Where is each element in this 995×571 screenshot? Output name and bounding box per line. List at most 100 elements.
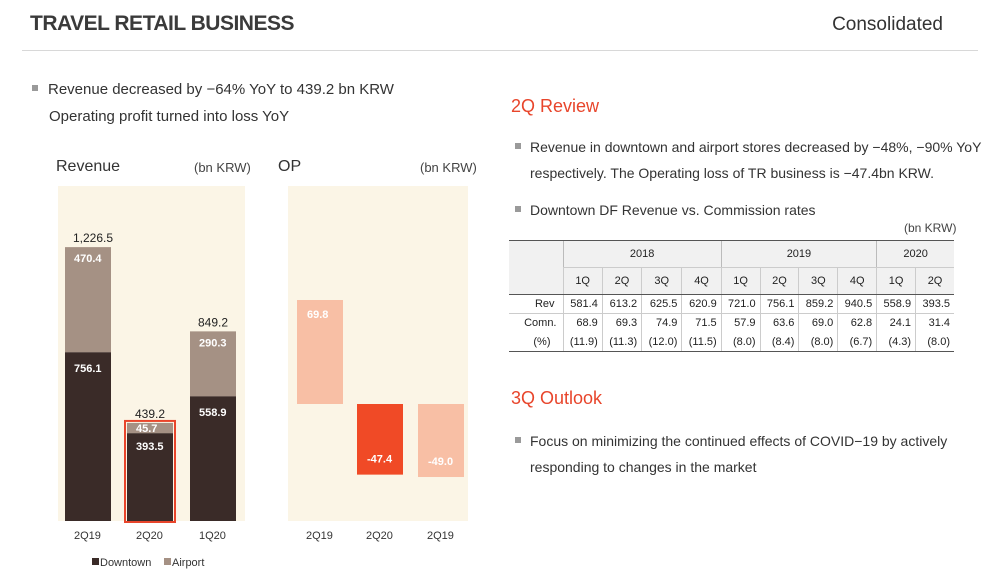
table-cell-rev: 625.5	[641, 294, 682, 314]
table-row: Rev 581.4 613.2 625.5 620.9 721.0 756.1 859.2 9…	[509, 294, 954, 314]
table-cell-comn: 69.3	[601, 313, 642, 333]
table-cell-comn: 62.8	[837, 313, 877, 333]
table-cell-rev: 393.5	[915, 294, 954, 314]
total-value-label: 439.2	[135, 407, 165, 421]
airport-value-label: 45.7	[136, 423, 157, 435]
table-cell-comn: 69.0	[798, 313, 838, 333]
x-tick-label: 2Q19	[306, 530, 333, 542]
review-bullet-1: Revenue in downtown and airport stores d…	[515, 134, 981, 186]
x-tick-label: 2Q19	[427, 530, 454, 542]
revenue-chart-title: Revenue	[56, 158, 121, 175]
total-value-label: 849.2	[198, 315, 228, 329]
outlook-heading: 3Q Outlook	[511, 388, 603, 408]
table-row: (%) (11.9) (11.3) (12.0) (11.5) (8.0) (8.4) (8…	[509, 332, 954, 352]
row-label-rev: Rev	[509, 294, 563, 314]
table-cell-pct: (8.0)	[915, 332, 954, 352]
outlook-line-2: responding to changes in the market	[530, 459, 757, 475]
outlook-line-1: Focus on minimizing the continued effect…	[530, 433, 948, 449]
review-bullet-1-line-1: Revenue in downtown and airport stores d…	[530, 139, 982, 155]
table-cell-comn: 63.6	[759, 313, 799, 333]
table-quarter-row: 1Q 2Q 3Q 4Q 1Q 2Q 3Q 4Q 1Q 2Q	[509, 267, 954, 295]
op-chart-unit: (bn KRW)	[420, 160, 477, 175]
bullet-marker-icon	[515, 206, 521, 213]
op-value-label: 69.8	[307, 309, 328, 321]
row-label-pct: (%)	[509, 332, 563, 352]
review-bullet-2-text: Downtown DF Revenue vs. Commission rates	[530, 202, 816, 218]
quarter-header: 1Q	[562, 267, 603, 295]
year-2020-header: 2020	[876, 240, 954, 268]
airport-bar	[190, 331, 236, 397]
year-2019-header: 2019	[720, 240, 877, 268]
airport-bar	[127, 422, 173, 434]
table-cell-rev: 558.9	[876, 294, 916, 314]
downtown-value-label: 393.5	[136, 441, 164, 453]
airport-value-label: 290.3	[199, 337, 227, 349]
legend-airport-swatch	[164, 558, 171, 565]
downtown-bar	[65, 352, 111, 521]
table-cell-pct: (8.4)	[759, 332, 799, 352]
quarter-header: 1Q	[876, 267, 916, 295]
quarter-header: 3Q	[641, 267, 682, 295]
table-corner-cell	[509, 267, 563, 295]
revenue-chart-unit: (bn KRW)	[194, 160, 251, 175]
year-2018-header: 2018	[562, 240, 722, 268]
outlook-bullet: Focus on minimizing the continued effect…	[515, 428, 947, 480]
table-cell-pct: (11.9)	[562, 332, 603, 352]
table-cell-rev: 721.0	[720, 294, 761, 314]
x-tick-label: 2Q20	[136, 530, 163, 542]
summary-line-2: Operating profit turned into loss YoY	[49, 108, 290, 125]
table-cell-pct: (8.0)	[798, 332, 838, 352]
total-value-label: 1,226.5	[73, 231, 113, 245]
table-cell-rev: 581.4	[562, 294, 603, 314]
legend-airport-label: Airport	[172, 557, 204, 569]
quarter-header: 4Q	[837, 267, 877, 295]
table-cell-pct: (6.7)	[837, 332, 877, 352]
bullet-marker-icon	[32, 85, 38, 92]
summary-bullet: Revenue decreased by −64% YoY to 439.2 b…	[32, 76, 394, 130]
table-cell-comn: 71.5	[681, 313, 722, 333]
quarter-header: 4Q	[681, 267, 722, 295]
op-chart-title: OP	[278, 158, 302, 175]
op-bar	[418, 404, 464, 478]
op-value-label: -49.0	[428, 456, 453, 468]
table-cell-comn: 31.4	[915, 313, 954, 333]
quarter-header: 2Q	[759, 267, 799, 295]
table-cell-pct: (12.0)	[641, 332, 682, 352]
airport-bar	[65, 247, 111, 353]
table-cell-rev: 940.5	[837, 294, 877, 314]
table-cell-pct: (4.3)	[876, 332, 916, 352]
op-value-label: -47.4	[367, 454, 393, 466]
table-cell-rev: 620.9	[681, 294, 722, 314]
x-tick-label: 1Q20	[199, 530, 226, 542]
row-label-comn: Comn.	[524, 317, 557, 330]
review-bullet-1-line-2: respectively. The Operating loss of TR b…	[530, 165, 934, 181]
highlight-outline	[124, 419, 176, 523]
table-cell-comn: 57.9	[720, 313, 761, 333]
table-cell-rev: 859.2	[798, 294, 838, 314]
table-cell-pct: (8.0)	[720, 332, 761, 352]
x-tick-label: 2Q19	[74, 530, 101, 542]
table-unit: (bn KRW)	[904, 221, 957, 235]
table-corner-cell	[509, 240, 563, 268]
quarter-header: 3Q	[798, 267, 838, 295]
op-bar	[357, 404, 403, 475]
op-bar	[297, 299, 343, 404]
table-cell-comn: 24.1	[876, 313, 916, 333]
x-tick-label: 2Q20	[366, 530, 393, 542]
downtown-value-label: 756.1	[74, 363, 102, 375]
page-title: TRAVEL RETAIL BUSINESS	[30, 12, 294, 35]
legend-downtown-swatch	[92, 558, 99, 565]
table-year-row: 2018 2019 2020	[509, 240, 954, 268]
quarter-header: 2Q	[601, 267, 642, 295]
quarter-header: 1Q	[720, 267, 761, 295]
table-cell-comn: 74.9	[641, 313, 682, 333]
table-cell-rev: 756.1	[759, 294, 799, 314]
table-cell-rev: 613.2	[601, 294, 642, 314]
review-bullet-2: Downtown DF Revenue vs. Commission rates	[515, 197, 816, 223]
table-cell-pct: (11.5)	[681, 332, 722, 352]
downtown-bar	[190, 396, 236, 521]
bullet-marker-icon	[515, 437, 521, 444]
table-cell-comn: 68.9	[562, 313, 603, 333]
review-heading: 2Q Review	[511, 96, 600, 116]
